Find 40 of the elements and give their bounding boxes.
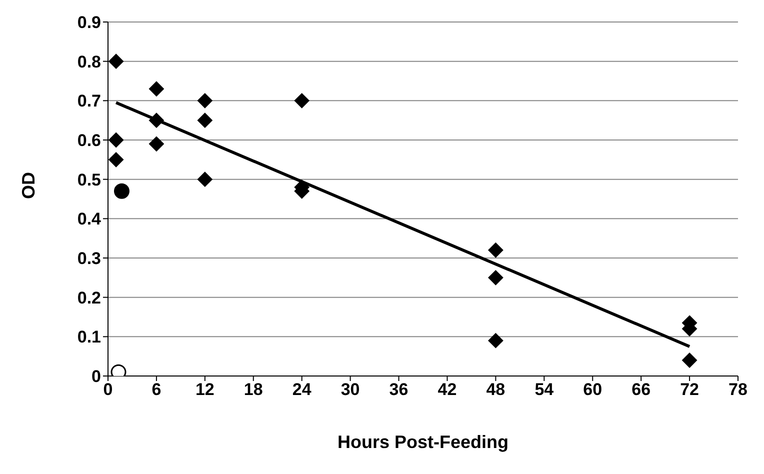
y-axis-title: OD — [18, 172, 38, 199]
x-tick-label: 66 — [632, 380, 651, 400]
x-tick-label: 42 — [438, 380, 457, 400]
x-axis-title: Hours Post-Feeding — [337, 432, 509, 452]
point — [488, 270, 504, 286]
x-tick-label: 6 — [152, 380, 162, 400]
point — [148, 81, 164, 96]
point — [108, 152, 124, 168]
y-tick-label: 0.8 — [77, 52, 101, 72]
x-tick-label: 60 — [583, 380, 602, 400]
x-tick-label: 18 — [244, 380, 263, 400]
x-tick-label: 12 — [195, 380, 214, 400]
x-tick-label: 78 — [728, 380, 748, 400]
y-tick-label: 0.6 — [77, 131, 101, 150]
y-tick-label: 0 — [92, 367, 101, 386]
x-tick-label: 24 — [292, 380, 312, 400]
point — [197, 112, 212, 128]
x-tick-label: 36 — [389, 380, 408, 400]
point — [488, 333, 504, 348]
x-tick-label: 48 — [486, 380, 506, 400]
y-tick-label: 0.9 — [77, 13, 101, 32]
point — [114, 183, 130, 199]
x-tick-label: 54 — [534, 380, 554, 400]
x-tick-label: 30 — [340, 380, 360, 400]
point — [197, 93, 212, 108]
point — [197, 172, 212, 187]
y-tick-label: 0.7 — [77, 92, 101, 111]
point — [108, 132, 124, 148]
x-tick-label: 72 — [680, 380, 699, 400]
y-tick-label: 0.3 — [77, 249, 101, 268]
point — [294, 93, 310, 108]
point — [488, 242, 504, 258]
y-tick-label: 0.1 — [77, 328, 101, 347]
point — [148, 136, 164, 152]
point — [682, 352, 698, 368]
point — [148, 112, 164, 128]
point — [108, 54, 124, 69]
y-tick-label: 0.4 — [77, 210, 102, 229]
y-tick-label: 0.2 — [77, 288, 101, 308]
y-tick-label: 0.5 — [77, 170, 101, 190]
